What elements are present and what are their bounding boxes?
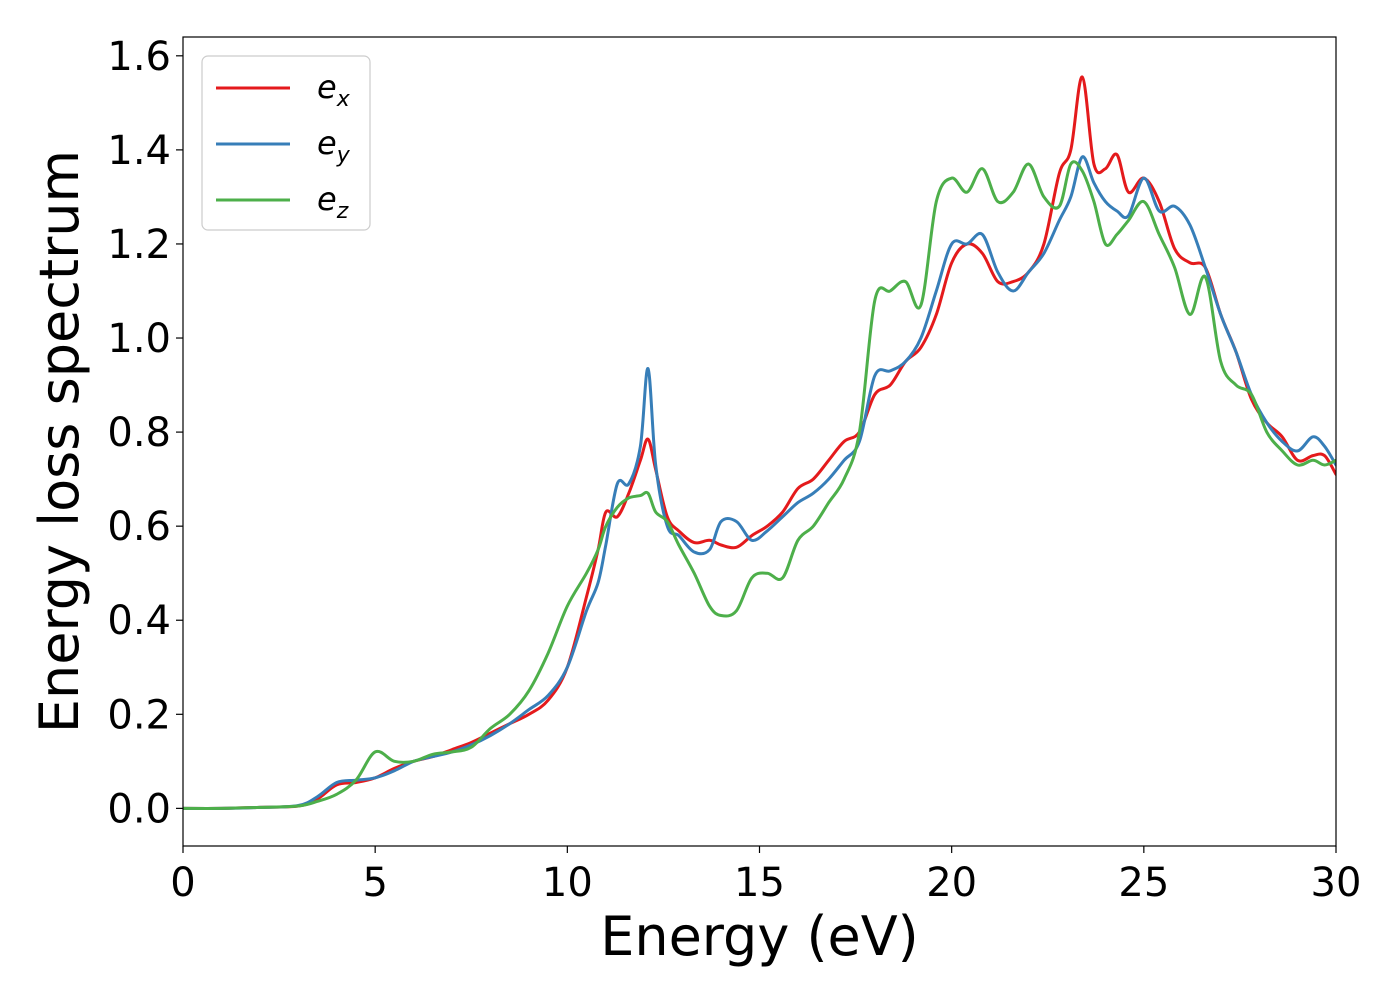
- x-tick-label: 10: [542, 860, 593, 906]
- series-line-x: [183, 75, 1336, 810]
- x-tick-label: 25: [1118, 860, 1169, 906]
- x-tick-label: 0: [170, 860, 195, 906]
- legend-label-z: ez: [317, 180, 349, 224]
- y-tick-label: 1.4: [107, 128, 171, 174]
- legend-label-sub: x: [336, 87, 351, 112]
- x-tick-label: 30: [1311, 860, 1362, 906]
- series-line-y: [183, 155, 1336, 810]
- legend-label-main: e: [317, 68, 337, 106]
- y-tick-label: 0.8: [107, 410, 171, 456]
- x-axis-label: Energy (eV): [600, 905, 919, 968]
- series-layer: [183, 75, 1336, 810]
- y-tick-label: 0.0: [107, 786, 171, 832]
- legend-label-x: ex: [317, 68, 351, 112]
- x-axis-ticks: 0 5 10 15 20 25 30: [170, 846, 1361, 906]
- legend-label-y: ey: [317, 124, 351, 168]
- y-tick-label: 1.0: [107, 316, 171, 362]
- y-tick-label: 1.2: [107, 222, 171, 268]
- y-axis-ticks: 0.0 0.2 0.4 0.6 0.8 1.0 1.2 1.4 1.6: [107, 34, 183, 832]
- y-axis-label: Energy loss spectrum: [28, 150, 91, 733]
- legend-label-main: e: [317, 124, 337, 162]
- legend-label-sub: z: [336, 199, 349, 224]
- series-line-z: [183, 160, 1336, 810]
- legend-label-sub: y: [336, 143, 351, 168]
- legend-label-main: e: [317, 180, 337, 218]
- x-tick-label: 15: [734, 860, 785, 906]
- x-tick-label: 5: [362, 860, 387, 906]
- x-tick-label: 20: [926, 860, 977, 906]
- y-tick-label: 0.4: [107, 598, 171, 644]
- y-tick-label: 1.6: [107, 34, 171, 80]
- y-tick-label: 0.6: [107, 504, 171, 550]
- y-tick-label: 0.2: [107, 692, 171, 738]
